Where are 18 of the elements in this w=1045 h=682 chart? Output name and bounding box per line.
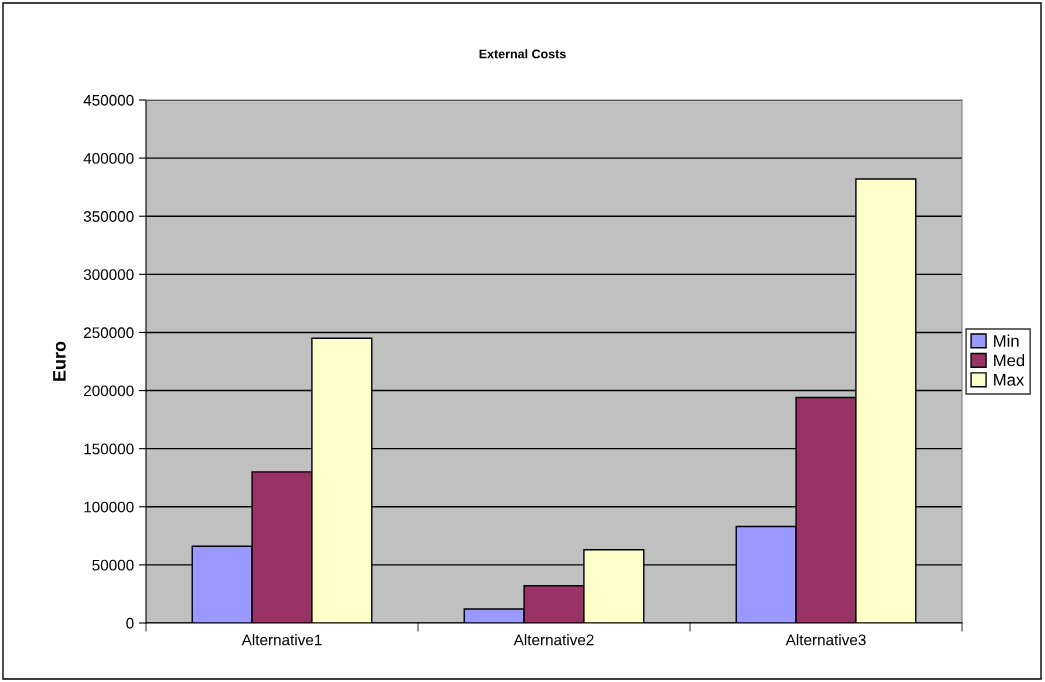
x-tick-label: Alternative2 <box>513 634 594 646</box>
y-tick-label: 200000 <box>83 385 134 397</box>
y-tick-label: 300000 <box>83 269 134 281</box>
y-tick-label: 0 <box>126 617 134 629</box>
y-tick-label: 50000 <box>92 559 134 571</box>
x-tick-label: Alternative1 <box>241 634 322 646</box>
y-tick-label: 350000 <box>83 211 134 222</box>
y-tick-label: 250000 <box>83 327 134 339</box>
y-tick-label: 150000 <box>84 443 134 455</box>
chart-title: External Costs <box>479 49 566 59</box>
y-axis-title: Euro <box>53 341 66 381</box>
y-tick-label: 450000 <box>83 94 134 106</box>
legend-label: Max <box>994 374 1025 386</box>
y-tick-label: 100000 <box>84 501 134 513</box>
legend-label: Min <box>994 334 1019 347</box>
x-tick-label: Alternative3 <box>785 634 866 646</box>
legend-label: Med <box>994 354 1025 367</box>
y-tick-label: 400000 <box>83 152 134 164</box>
